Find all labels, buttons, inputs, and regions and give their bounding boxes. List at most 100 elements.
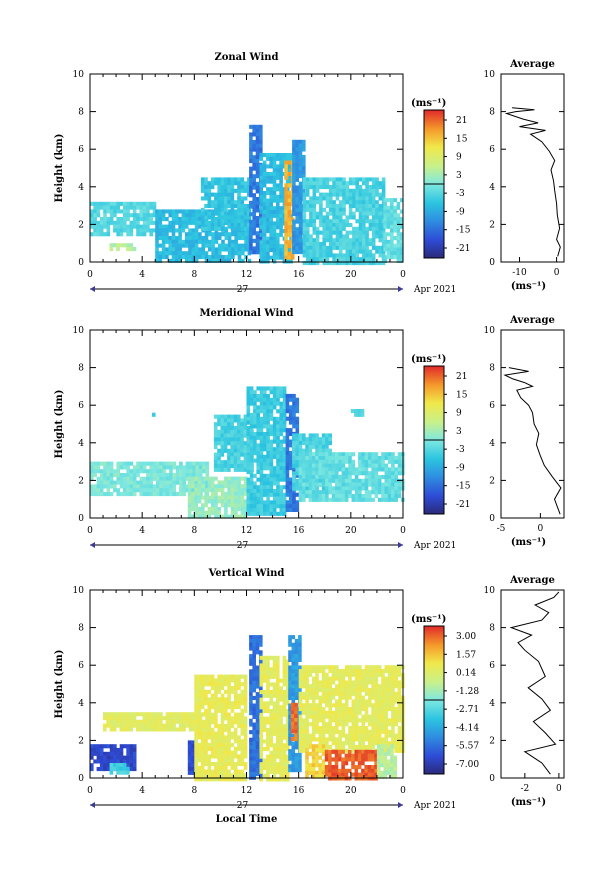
heatmap-cell [220,445,225,450]
heatmap-cell [188,255,192,260]
heatmap-cell [256,477,260,482]
heatmap-cell [288,730,292,735]
heatmap-cell [305,257,310,262]
heatmap-cell [292,242,296,247]
heatmap-cell [200,674,205,679]
heatmap-cell [305,245,310,250]
heatmap-cell [224,495,228,500]
heatmap-cell [99,748,104,753]
heatmap-cell [109,492,114,497]
heatmap-cell [375,192,379,197]
heatmap-cell [266,496,270,501]
heatmap-cell [276,659,280,664]
heatmap-cell [371,234,376,239]
heatmap-cell [214,232,219,237]
heatmap-cell [381,261,386,266]
heatmap-cell [262,674,267,679]
heatmap-cell [220,207,225,212]
heatmap-cell [329,230,333,235]
heatmap-cell [99,232,104,237]
heatmap-cell [246,452,251,457]
heatmap-cell [279,724,283,729]
heatmap-cell [227,758,231,763]
heatmap-cell [279,458,284,463]
heatmap-cell [362,188,366,193]
heatmap-cell [390,213,394,218]
heatmap-cell [325,181,330,186]
heatmap-cell [305,672,309,677]
heatmap-cell [139,224,144,229]
heatmap-cell [198,213,202,218]
heatmap-cell [375,215,379,220]
heatmap-cell [200,196,205,201]
heatmap-cell [266,500,270,505]
heatmap-cell [315,245,320,250]
heatmap-cell [103,716,107,721]
heatmap-cell [259,500,264,505]
heatmap-cell [302,207,307,212]
heatmap-cell [126,461,130,466]
heatmap-cell [365,188,369,193]
heatmap-cell [298,650,302,655]
heatmap-cell [329,200,333,205]
heatmap-cell [247,185,251,190]
heatmap-cell [259,156,264,161]
date-line-arrow-right [398,286,403,292]
heatmap-cell [269,248,273,253]
heatmap-cell [308,665,313,670]
heatmap-cell [322,192,326,197]
heatmap-cell [237,215,241,220]
heatmap-cell [279,183,283,188]
heatmap-cell [269,462,274,467]
heatmap-cell [252,661,256,666]
heatmap-cell [217,739,221,744]
heatmap-cell [194,712,198,717]
heatmap-cell [243,708,248,713]
heatmap-cell [155,239,159,244]
heatmap-cell [282,496,287,501]
heatmap-cell [276,156,280,161]
heatmap-cell [197,693,202,698]
heatmap-cell [224,192,228,197]
heatmap-cell [272,492,277,497]
heatmap-cell [276,240,280,245]
heatmap-cell [230,491,235,496]
colorbar-tick-label: -21 [456,244,471,254]
heatmap-cell [272,164,277,169]
heatmap-cell [279,191,283,196]
heatmap-cell [182,469,186,474]
heatmap-cell [305,665,309,670]
heatmap-cell [294,721,298,726]
heatmap-cell [288,504,293,509]
heatmap-cell [288,397,293,402]
heatmap-cell [282,386,287,391]
heatmap-cell [109,744,114,749]
heatmap-cell [146,217,150,222]
heatmap-cell [311,459,316,464]
heatmap-cell [266,720,270,725]
heatmap-cell [263,435,267,440]
heatmap-cell [291,733,296,738]
heatmap-cell [224,697,228,702]
heatmap-cell [237,758,241,763]
heatmap-cell [240,682,245,687]
heatmap-cell [393,236,397,241]
heatmap-cell [328,437,332,442]
heatmap-cell [298,737,303,742]
heatmap-cell [266,424,270,429]
heatmap-cell [249,189,253,194]
heatmap-cell [344,475,349,480]
heatmap-cell [290,729,295,734]
heatmap-cell [243,735,248,740]
heatmap-cell [279,194,283,199]
heatmap-cell [112,723,117,728]
heatmap-cell [294,695,299,700]
heatmap-cell [129,201,134,206]
heatmap-cell [305,479,309,484]
heatmap-cell [285,477,290,482]
heatmap-cell [249,219,253,224]
heatmap-cell [390,209,394,214]
heatmap-cell [243,693,248,698]
heatmap-cell [354,486,359,491]
heatmap-cell [200,773,205,778]
